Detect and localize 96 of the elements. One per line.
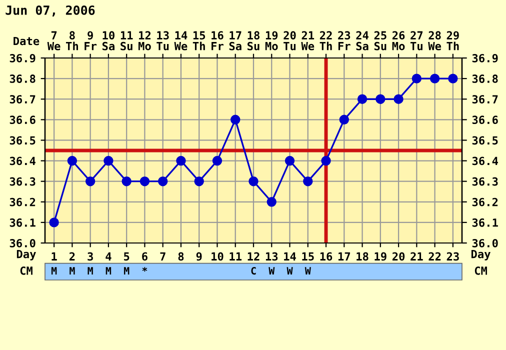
- point: [248, 176, 258, 186]
- point: [85, 176, 96, 186]
- y-tick-label: 36.5: [10, 136, 36, 145]
- y-tick-label: 36.9: [10, 54, 36, 62]
- x-tick-label: 6: [142, 252, 148, 261]
- x-tick-label: 1: [52, 252, 57, 260]
- x-tick-label: 7: [160, 252, 166, 260]
- text: Day: [471, 250, 490, 260]
- x-tick-label: 18: [356, 252, 368, 261]
- x-tick-label: 10: [212, 252, 224, 261]
- point: [67, 156, 78, 166]
- y2-tick-label: 36.5: [472, 136, 498, 145]
- x2-tick-label: 8 Th: [66, 31, 78, 50]
- x-tick-label: 2: [69, 252, 75, 260]
- y-tick-label: 36.1: [10, 218, 36, 227]
- point: [412, 74, 422, 84]
- point: [212, 156, 222, 166]
- x-tick-label: 22: [428, 252, 441, 260]
- x2-tick-label: 14 We: [174, 31, 188, 50]
- x-tick-label: 3: [88, 252, 93, 261]
- point: [394, 94, 404, 104]
- x2-tick-label: 25 Su: [374, 31, 386, 50]
- y-tick-label: 36.0: [10, 238, 36, 248]
- x2-tick-label: 24 Sa: [356, 31, 368, 50]
- x-tick-label: 21: [410, 252, 423, 260]
- x-tick-label: 16: [320, 252, 332, 261]
- x-tick-label: 9: [196, 252, 202, 261]
- y-tick-label: 36.8: [10, 74, 36, 83]
- x-tick-label: 23: [446, 252, 459, 261]
- point: [194, 176, 204, 186]
- y-tick-label: 36.4: [10, 156, 36, 166]
- x2-tick-label: 26 Mo: [392, 31, 405, 50]
- text: CM: [474, 266, 487, 275]
- x2-axis-title: Date: [14, 36, 40, 46]
- y-tick-label: 36.7: [10, 95, 36, 104]
- point: [49, 218, 59, 228]
- y-tick-label: 36.2: [10, 198, 36, 206]
- x-tick-label: 12: [248, 252, 260, 260]
- text: CM: [20, 266, 32, 275]
- y2-tick-label: 36.1: [472, 218, 498, 227]
- point: [104, 156, 114, 166]
- point: [176, 156, 186, 166]
- x2-tick-label: 27 Tu: [410, 31, 423, 50]
- y2-tick-label: 36.2: [472, 198, 498, 206]
- x2-tick-label: 16 Fr: [212, 31, 224, 50]
- x2-tick-label: 28 We: [428, 31, 442, 50]
- y2-tick-label: 36.8: [472, 74, 498, 83]
- x-tick-label: 8: [178, 252, 184, 261]
- y2-tick-label: 36.0: [472, 238, 498, 248]
- x2-tick-label: 17 Sa: [229, 31, 242, 50]
- x2-tick-label: 19 Mo: [265, 31, 278, 50]
- point: [140, 176, 150, 186]
- x2-tick-label: 11 Su: [120, 31, 133, 50]
- y2-tick-label: 36.3: [472, 177, 498, 186]
- x2-tick-label: 29 Th: [446, 31, 459, 50]
- point: [321, 156, 331, 166]
- x2-tick-label: 9 Fr: [84, 31, 97, 50]
- x2-tick-label: 22 Th: [320, 31, 332, 50]
- x-tick-label: 20: [392, 252, 405, 261]
- text: M M M M M * C W W W: [51, 266, 311, 275]
- y-tick-label: 36.3: [10, 177, 36, 186]
- point: [284, 156, 295, 166]
- x2-tick-label: 12 Mo: [138, 31, 151, 50]
- x2-tick-label: 13 Tu: [156, 31, 169, 50]
- y2-tick-label: 36.9: [472, 54, 498, 62]
- point: [448, 74, 458, 84]
- x-tick-label: 17: [338, 252, 350, 260]
- x2-tick-label: 23 Fr: [338, 31, 350, 50]
- x2-tick-label: 18 Su: [248, 31, 260, 50]
- y2-tick-label: 36.7: [472, 95, 498, 104]
- x2-tick-label: 20 Tu: [284, 31, 296, 50]
- y-tick-label: 36.6: [10, 116, 36, 124]
- x2-tick-label: 21 We: [301, 31, 314, 50]
- point: [122, 176, 132, 186]
- point: [376, 94, 386, 104]
- x-tick-label: 13: [266, 252, 278, 261]
- point: [158, 176, 168, 186]
- x-axis-title: Day: [16, 250, 36, 260]
- y2-tick-label: 36.4: [472, 156, 498, 166]
- x-tick-label: 5: [124, 252, 130, 261]
- x2-tick-label: 7 We: [47, 31, 60, 50]
- point: [266, 197, 276, 207]
- x-tick-label: 14: [284, 252, 296, 260]
- point: [357, 94, 368, 104]
- point: [339, 114, 350, 125]
- chart-title: Jun 07, 2006: [6, 5, 95, 16]
- x2-tick-label: 10 Sa: [102, 31, 114, 50]
- point: [230, 114, 240, 125]
- x-tick-label: 15: [302, 252, 314, 261]
- y2-tick-label: 36.6: [472, 116, 498, 124]
- point: [430, 74, 440, 84]
- x-tick-label: 11: [230, 252, 242, 260]
- x2-tick-label: 15 Th: [192, 31, 206, 50]
- x-tick-label: 4: [106, 252, 112, 260]
- x-tick-label: 19: [374, 252, 386, 261]
- point: [303, 176, 313, 186]
